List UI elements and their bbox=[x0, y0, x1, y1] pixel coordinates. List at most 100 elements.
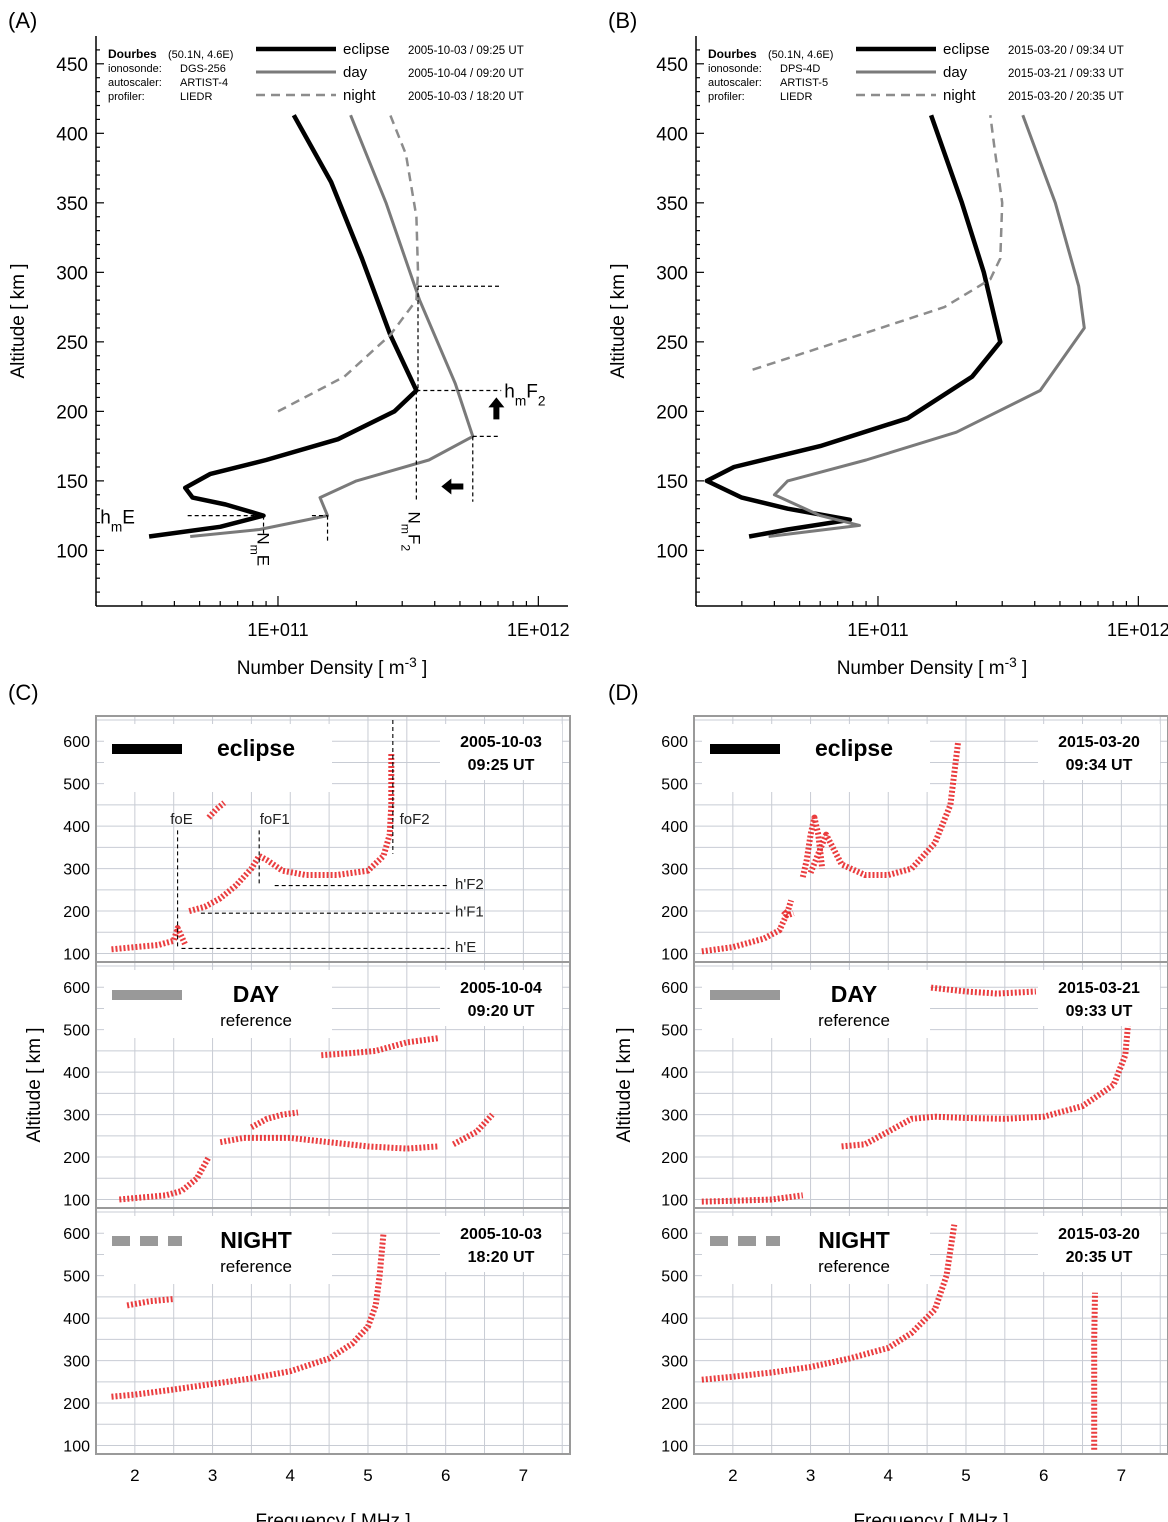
y-tick-label: 150 bbox=[656, 472, 688, 493]
subpanel-title: DAY bbox=[831, 981, 877, 1007]
label-box bbox=[104, 724, 332, 792]
x-tick-label: 3 bbox=[208, 1466, 217, 1485]
subpanel-date: 2005-10-04 bbox=[460, 980, 542, 997]
ionogram-eclipse: 100 200 300 400 500 600 eclipse 2015-03-20 09:34… bbox=[661, 715, 1168, 964]
panel-label: (C) bbox=[8, 680, 39, 705]
legend-time: 2005-10-03 / 09:25 UT bbox=[408, 45, 524, 57]
series-line-eclipse bbox=[148, 114, 419, 539]
panel-a: (A) 100 150 200 250 300 350 400 450 1E+011 1E+012 N… bbox=[8, 8, 570, 679]
echo-trace bbox=[111, 1232, 387, 1400]
y-tick-label: 250 bbox=[656, 333, 688, 354]
info-value: ARTIST-5 bbox=[780, 77, 828, 89]
y-tick-label: 400 bbox=[63, 1065, 90, 1082]
subpanel-date: 2015-03-21 bbox=[1058, 980, 1140, 997]
label-box bbox=[702, 970, 930, 1038]
arrow-left-icon bbox=[441, 478, 464, 495]
subpanel-time: 09:20 UT bbox=[468, 1003, 535, 1020]
subpanel-subtitle: reference bbox=[220, 1257, 292, 1276]
info-value: LIEDR bbox=[180, 91, 212, 103]
subpanel-time: 09:25 UT bbox=[468, 757, 535, 774]
legend-time: 2005-10-03 / 18:20 UT bbox=[408, 91, 524, 103]
station-coords: (50.1N, 4.6E) bbox=[168, 49, 233, 61]
info-value: DGS-256 bbox=[180, 63, 226, 75]
y-tick-label: 200 bbox=[63, 1396, 90, 1413]
y-tick-label: 100 bbox=[63, 1439, 90, 1456]
subpanel-frame bbox=[693, 1207, 1168, 1455]
legend-label: night bbox=[943, 87, 976, 104]
y-tick-label: 200 bbox=[661, 1150, 688, 1167]
echo-trace bbox=[321, 1035, 439, 1059]
ionogram-night: 100 200 300 400 500 600 NIGHT reference 2015-03-… bbox=[661, 1207, 1168, 1456]
annot-fof1: foF1 bbox=[260, 811, 290, 828]
y-tick-label: 500 bbox=[63, 777, 90, 794]
echo-trace bbox=[701, 1192, 804, 1205]
x-tick-label: 2 bbox=[728, 1466, 737, 1485]
date-box bbox=[440, 1216, 562, 1272]
panel-d: (D) 100 200 300 400 500 600 eclipse 2015-03-20 09… bbox=[608, 680, 1168, 1522]
subpanel-time: 09:33 UT bbox=[1066, 1003, 1133, 1020]
subpanel-time: 09:34 UT bbox=[1066, 757, 1133, 774]
y-tick-label: 100 bbox=[656, 541, 688, 562]
y-tick-label: 600 bbox=[661, 734, 688, 751]
echo-trace bbox=[126, 1296, 174, 1309]
date-box bbox=[440, 970, 562, 1026]
y-tick-label: 450 bbox=[56, 55, 88, 76]
label-box bbox=[104, 1216, 332, 1284]
y-tick-label: 200 bbox=[63, 1150, 90, 1167]
y-tick-label: 200 bbox=[63, 904, 90, 921]
info-key: autoscaler: bbox=[708, 77, 762, 89]
y-tick-label: 300 bbox=[656, 263, 688, 284]
echo-trace bbox=[188, 754, 395, 914]
y-tick-label: 300 bbox=[63, 1108, 90, 1125]
legend-label: day bbox=[943, 64, 968, 81]
annot-fof2: foF2 bbox=[400, 811, 430, 828]
panel-label: (A) bbox=[8, 8, 37, 33]
y-tick-label: 100 bbox=[56, 541, 88, 562]
y-tick-label: 300 bbox=[56, 263, 88, 284]
label-box bbox=[702, 724, 930, 792]
y-tick-label: 600 bbox=[661, 1226, 688, 1243]
y-tick-label: 200 bbox=[661, 904, 688, 921]
x-tick-label: 2 bbox=[130, 1466, 139, 1485]
echo-trace bbox=[249, 1109, 299, 1130]
subpanel-title: NIGHT bbox=[220, 1227, 292, 1253]
x-tick-label: 3 bbox=[806, 1466, 815, 1485]
ionogram-night: 100 200 300 400 500 600 NIGHT reference 2005-10-… bbox=[63, 1207, 571, 1456]
panel-c: (C) 100 200 300 400 500 600 eclipse 2005-10-03 09… bbox=[8, 680, 571, 1522]
info-key: ionosonde: bbox=[108, 63, 162, 75]
x-tick-label: 7 bbox=[1117, 1466, 1126, 1485]
y-tick-label: 100 bbox=[661, 947, 688, 964]
subpanel-subtitle: reference bbox=[818, 1257, 890, 1276]
y-tick-label: 300 bbox=[661, 1108, 688, 1125]
y-axis-title: Altitude [ km ] bbox=[8, 263, 29, 378]
y-tick-label: 300 bbox=[63, 1354, 90, 1371]
info-key: autoscaler: bbox=[108, 77, 162, 89]
date-box bbox=[1038, 724, 1160, 780]
y-tick-label: 500 bbox=[63, 1269, 90, 1286]
x-tick-label: 4 bbox=[286, 1466, 295, 1485]
x-tick-label: 6 bbox=[441, 1466, 450, 1485]
x-tick-label: 4 bbox=[884, 1466, 893, 1485]
y-tick-label: 100 bbox=[63, 1193, 90, 1210]
y-tick-label: 300 bbox=[661, 862, 688, 879]
info-key: ionosonde: bbox=[708, 63, 762, 75]
y-tick-label: 400 bbox=[63, 819, 90, 836]
date-box bbox=[1038, 1216, 1160, 1272]
station-coords: (50.1N, 4.6E) bbox=[768, 49, 833, 61]
echo-trace bbox=[841, 1012, 1133, 1150]
y-tick-label: 400 bbox=[63, 1311, 90, 1328]
series-line-eclipse bbox=[704, 114, 1003, 539]
echo-trace bbox=[1091, 1292, 1098, 1450]
legend-label: day bbox=[343, 64, 368, 81]
x-axis-title: Number Density [ m-3 ] bbox=[837, 655, 1028, 680]
annot-hf2: h'F2 bbox=[455, 876, 484, 893]
y-tick-label: 400 bbox=[56, 124, 88, 145]
ionogram-day: 100 200 300 400 500 600 DAY reference 2005-10-04… bbox=[63, 961, 571, 1210]
y-tick-label: 600 bbox=[661, 980, 688, 997]
y-axis-title: Altitude [ km ] bbox=[24, 1027, 45, 1142]
x-axis-title: Number Density [ m-3 ] bbox=[237, 655, 428, 680]
subpanel-title: eclipse bbox=[217, 735, 295, 761]
y-tick-label: 400 bbox=[661, 1311, 688, 1328]
y-axis-title: Altitude [ km ] bbox=[614, 1027, 635, 1142]
info-key: profiler: bbox=[708, 91, 745, 103]
